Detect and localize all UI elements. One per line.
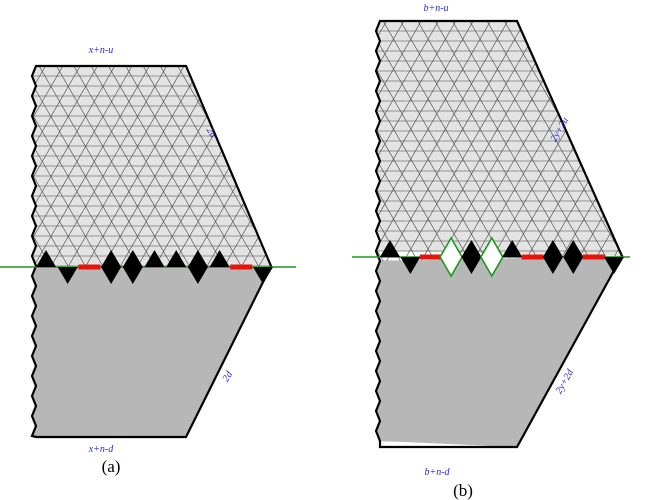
panel-b-top-label: b+n-u [423,3,448,14]
grid-line-diagonal [32,66,35,437]
lower-region [32,266,271,437]
black-diamond [461,240,482,274]
black-down-triangle [400,257,421,274]
panel-a-lower-lattice [32,266,271,437]
black-up-triangle [144,250,165,267]
red-bar [582,254,605,260]
region-outline [374,19,624,449]
grid-line-diagonal [637,0,654,487]
black-diamond [542,240,563,274]
grid-line-diagonal [32,66,121,437]
red-bar [78,264,101,270]
black-down-triangle [253,267,273,284]
grid-line-diagonal [376,21,532,447]
hollow-diamond [479,236,504,278]
grid-line-diagonal [32,66,208,437]
upper-region [376,21,622,256]
grid-line-diagonal [32,66,173,437]
grid-line-diagonal [32,66,191,437]
hollow-diamond [439,236,464,278]
black-up-triangle [166,250,187,267]
panel-a: x+n-u 2u 2d x+n-d (a) [0,26,654,477]
grid-line-diagonal [376,21,497,447]
black-down-triangle [604,257,624,274]
black-diamond [187,250,208,284]
red-bar [419,254,442,260]
panel-b-lower-lattice [376,256,622,447]
grid-line-diagonal [32,66,87,437]
grid-line-diagonal [376,21,514,447]
grid-line-diagonal [0,26,17,477]
black-diamond [101,250,122,284]
panel-b-outline [374,19,624,449]
black-diamond [563,240,584,274]
black-up-triangle [502,240,523,257]
black-down-triangle [57,267,78,284]
panel-b-markers [380,236,624,278]
red-bar [521,254,544,260]
grid-line-diagonal [32,66,104,437]
grid-line-diagonal [376,21,566,447]
panel-a-markers [36,250,273,284]
panel-a-outline [30,64,273,439]
panel-b-caption: (b) [453,481,473,500]
grid-line-diagonal [622,26,654,477]
grid-line-diagonal [376,21,480,447]
grid-line-diagonal [376,21,584,447]
panel-a-bottom-label: x+n-d [88,444,115,455]
red-bar [230,264,253,270]
lower-region [376,256,622,447]
black-up-triangle [36,250,56,267]
grid-line-diagonal [622,26,654,477]
grid-line-diagonal [619,21,622,447]
panel-b-bottom-label: b+n-d [424,467,450,478]
grid-line-diagonal [32,66,156,437]
black-up-triangle [209,250,230,267]
panel-a-caption: (a) [102,457,121,476]
region-outline [30,64,273,439]
panel-a-upper-right-label: 2u [204,126,219,140]
grid-line-diagonal [619,21,622,447]
grid-line-diagonal [376,21,462,447]
grid-line-diagonal [32,66,225,437]
grid-line-diagonal [480,21,622,447]
grid-line-diagonal [0,26,17,477]
grid-line-diagonal [376,21,549,447]
grid-line-diagonal [376,21,445,447]
panel-a-top-label: x+n-u [88,45,114,56]
grid-line-diagonal [640,26,654,477]
black-diamond [122,250,143,284]
black-up-triangle [380,240,400,257]
grid-line-diagonal [640,26,654,477]
grid-line-diagonal [154,66,271,437]
grid-line-diagonal [32,66,139,437]
panel-a-lower-right-label: 2d [221,369,236,384]
grid-line-diagonal [32,66,35,437]
grid-line-diagonal [637,0,654,487]
